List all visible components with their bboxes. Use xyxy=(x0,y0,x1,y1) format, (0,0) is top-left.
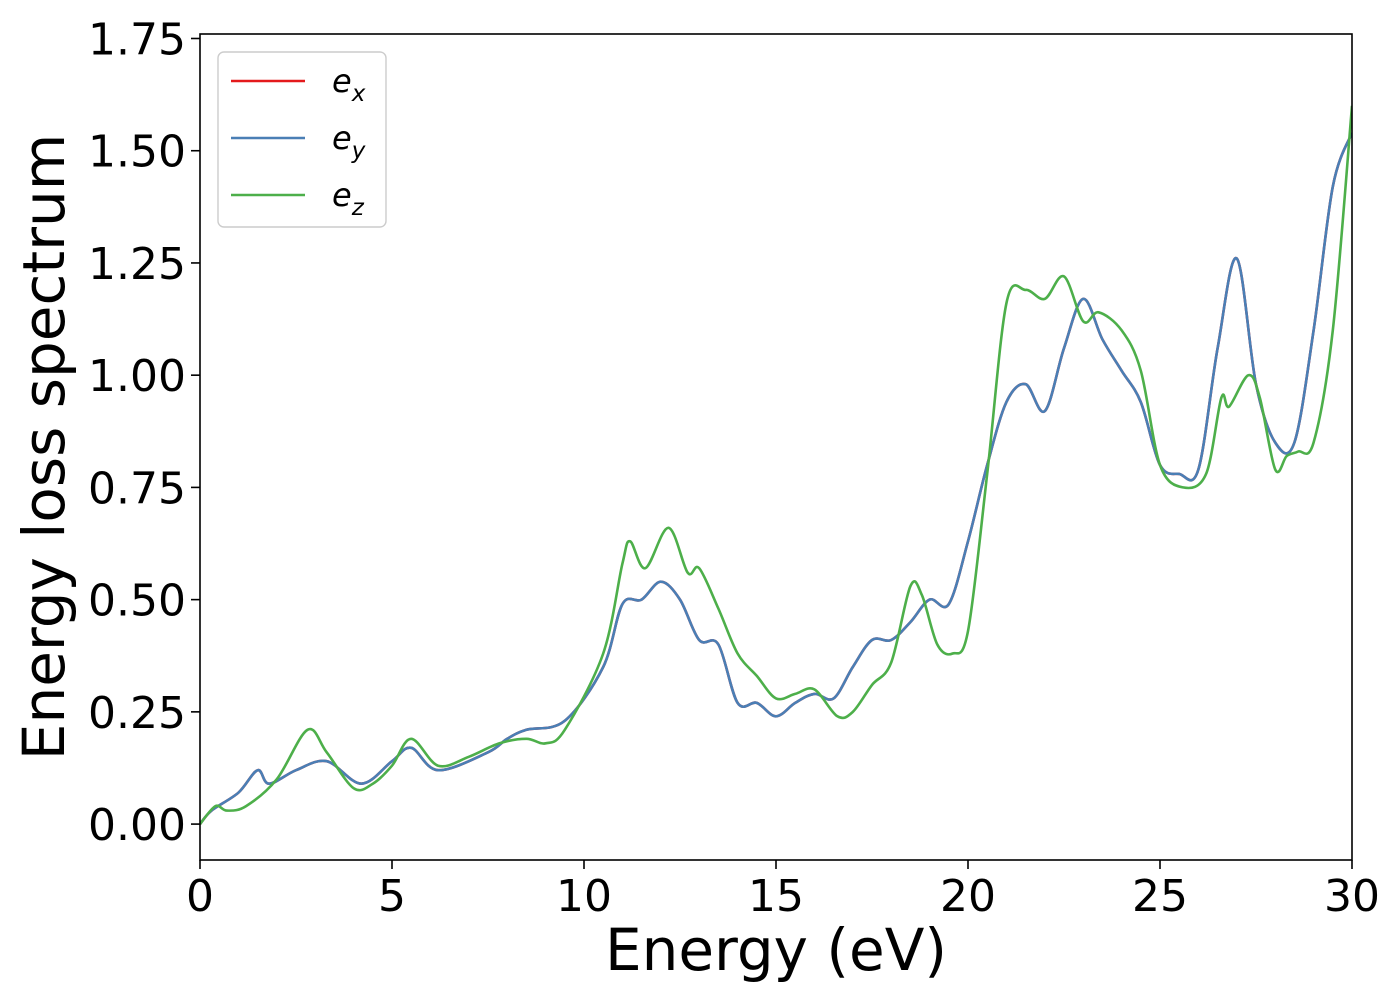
series-line-ez xyxy=(200,105,1352,825)
legend-box xyxy=(217,51,387,228)
legend-label-base: e xyxy=(332,176,352,214)
y-tick-label: 0.00 xyxy=(88,800,186,851)
legend-label-subscript: x xyxy=(351,81,366,107)
x-tick-label: 25 xyxy=(1132,871,1188,922)
y-tick-label: 1.75 xyxy=(88,14,186,65)
legend-label-ey: ey xyxy=(332,119,366,164)
x-tick-label: 10 xyxy=(556,871,612,922)
plot-background xyxy=(200,34,1352,860)
legend-label-base: e xyxy=(332,62,352,100)
y-tick-label: 1.00 xyxy=(88,351,186,402)
y-tick-label: 0.75 xyxy=(88,463,186,514)
axis-ticks: 0 5 10 15 20 25 30 0.00 0.25 0.50 0.75 1.00 1.25 1.50… xyxy=(88,14,1380,922)
legend-label-subscript: y xyxy=(351,138,366,164)
y-axis-title: Energy loss spectrum xyxy=(10,134,78,760)
x-tick-label: 15 xyxy=(748,871,804,922)
series-lines xyxy=(200,105,1352,825)
legend-label-ez: ez xyxy=(332,176,365,221)
y-tick-label: 0.25 xyxy=(88,688,186,739)
series-line-ey xyxy=(200,132,1352,825)
legend-label-subscript: z xyxy=(351,195,365,221)
y-tick-label: 1.25 xyxy=(88,239,186,290)
x-axis-title: Energy (eV) xyxy=(605,916,947,984)
x-tick-label: 5 xyxy=(378,871,406,922)
x-tick-label: 0 xyxy=(186,871,214,922)
x-tick-label: 30 xyxy=(1324,871,1380,922)
legend-label-base: e xyxy=(332,119,352,157)
y-tick-label: 0.50 xyxy=(88,576,186,627)
legend-label-ex: ex xyxy=(332,62,366,107)
y-tick-label: 1.50 xyxy=(88,127,186,178)
plot-frame xyxy=(199,33,1353,861)
x-tick-label: 20 xyxy=(940,871,996,922)
